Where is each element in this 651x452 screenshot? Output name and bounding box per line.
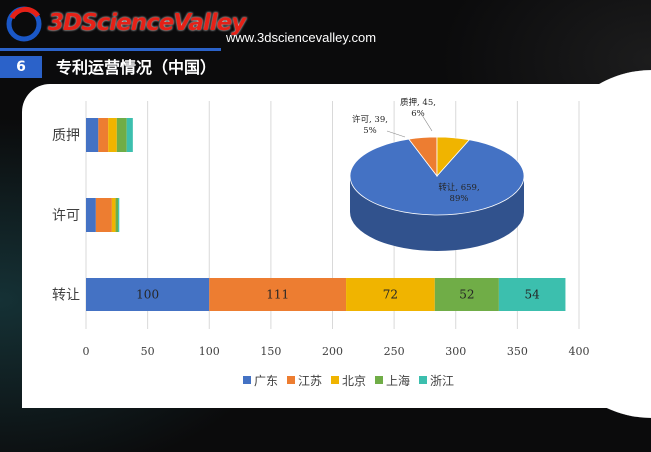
bars-layer: 100 111 72 52 54 — [86, 118, 566, 311]
bar-segment — [346, 278, 435, 311]
pie-label: 许可, 39, — [352, 114, 388, 125]
bar-segment — [498, 278, 566, 311]
x-tick-label: 50 — [141, 345, 155, 358]
pie-slice — [436, 136, 471, 178]
legend-swatch — [331, 376, 339, 384]
pie-label: 转让, 659, — [438, 182, 479, 193]
data-label: 52 — [459, 288, 474, 302]
logo-text: 3DScienceValley — [48, 10, 246, 36]
bar-segment — [86, 278, 210, 311]
legend-swatch — [243, 376, 251, 384]
pie-leader-line — [421, 114, 433, 132]
data-label: 72 — [383, 288, 398, 302]
bar-segment — [98, 118, 109, 152]
bar-segment — [118, 198, 120, 232]
pie-label: 89% — [450, 194, 469, 204]
legend: 广东 江苏 北京 上海 浙江 — [243, 373, 454, 388]
legend-label: 浙江 — [430, 374, 454, 388]
header-rule — [0, 48, 221, 51]
data-label: 100 — [136, 288, 159, 302]
x-tick-label: 200 — [322, 345, 343, 358]
legend-label: 江苏 — [298, 374, 322, 388]
pie-label: 5% — [363, 126, 377, 136]
pie-slice — [349, 138, 525, 216]
pie-side-wall — [350, 176, 524, 251]
bar-segment — [209, 278, 347, 311]
pie-chart: 转让, 659,89% 许可, 39,5% 质押, 45,6% — [349, 97, 525, 251]
logo: 3DScienceValley — [4, 4, 246, 44]
category-label: 质押 — [52, 128, 80, 144]
legend-swatch — [419, 376, 427, 384]
x-tick-label: 350 — [507, 345, 528, 358]
category-label: 许可 — [52, 208, 80, 224]
legend-swatch — [375, 376, 383, 384]
pie-label: 质押, 45, — [400, 97, 436, 108]
pie-leader-line — [386, 130, 406, 138]
legend-swatch — [287, 376, 295, 384]
category-label: 转让 — [52, 288, 80, 304]
bar-segment — [86, 118, 99, 152]
x-tick-label: 300 — [445, 345, 466, 358]
bar-segment — [434, 278, 499, 311]
data-label: 54 — [525, 288, 541, 302]
slide-title: 专利运营情况（中国） — [56, 58, 217, 77]
section-number: 6 — [0, 56, 42, 78]
x-tick-label: 400 — [569, 345, 590, 358]
pie-label: 6% — [411, 109, 425, 119]
x-tick-label: 100 — [199, 345, 220, 358]
bar-segment — [126, 118, 133, 152]
legend-label: 广东 — [254, 374, 278, 388]
bar-segment — [115, 198, 119, 232]
site-url: www.3dsciencevalley.com — [226, 30, 377, 45]
x-tick-labels: 0 50 100 150 200 250 300 350 400 — [83, 345, 590, 358]
logo-icon — [6, 6, 42, 42]
bar-segment — [108, 118, 117, 152]
bar-segment — [116, 118, 127, 152]
x-tick-label: 150 — [260, 345, 281, 358]
bar-segment — [111, 198, 116, 232]
bar-segment — [86, 198, 96, 232]
legend-label: 北京 — [342, 374, 366, 388]
chart-area: 100 111 72 52 54 质押许可转让 0 50 100 150 200 250 300 35… — [50, 93, 596, 391]
legend-label: 上海 — [386, 373, 410, 388]
x-tick-label: 250 — [384, 345, 405, 358]
x-tick-label: 0 — [83, 345, 90, 358]
bar-segment — [95, 198, 112, 232]
data-label: 111 — [266, 288, 289, 302]
